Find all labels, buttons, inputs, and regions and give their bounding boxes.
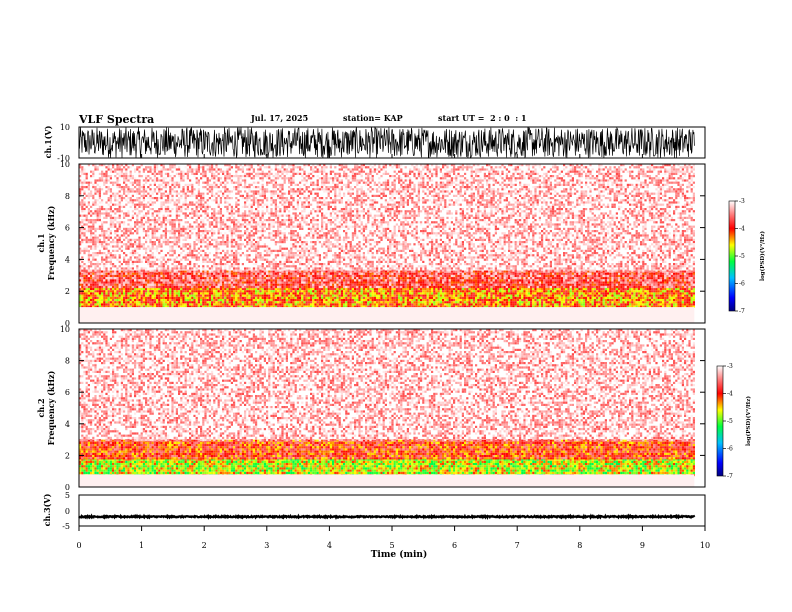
colorbar-ch2-tick-4: -4 (727, 391, 733, 398)
colorbar-ch1 (729, 201, 735, 311)
time-tick-0: 0 (76, 541, 81, 550)
colorbar-ch1-tick-3: -3 (739, 198, 745, 205)
time-tick-9: 9 (640, 541, 645, 550)
colorbar-ch1-tick-7: -7 (739, 308, 745, 315)
time-tick-4: 4 (327, 541, 332, 550)
time-tick-5: 5 (389, 541, 394, 550)
time-tick-8: 8 (577, 541, 582, 550)
colorbar-ch2-tick-3: -3 (727, 363, 733, 370)
ch2-freq-ytick-2: 2 (65, 451, 70, 460)
ch1-spectrogram-ylabel: Frequency (kHz) (46, 205, 56, 280)
ch2-spectrogram-channel-label: ch.2 (36, 398, 46, 417)
ch1-spectrogram-channel-label: ch.1 (36, 233, 46, 252)
ch1-waveform-trace (79, 127, 694, 158)
colorbar-ch2-label: log(PSD)(V²/Hz) (745, 396, 752, 446)
time-tick-7: 7 (515, 541, 520, 550)
ch2-freq-ytick-10: 10 (60, 325, 70, 334)
waveform-ch1-panel: 10 -10 ch.1(V) (43, 123, 705, 163)
ch2-spectrogram-ylabel: Frequency (kHz) (46, 370, 56, 445)
ch1-freq-ytick-4: 4 (65, 255, 70, 264)
time-tick-10: 10 (700, 541, 710, 550)
colorbar-ch2-tick-6: -6 (727, 446, 733, 453)
ch2-freq-ytick-6: 6 (65, 388, 70, 397)
ch1-spectrogram-image (79, 164, 695, 323)
ch1-freq-ytick-2: 2 (65, 287, 70, 296)
ch3-waveform-trace (79, 516, 694, 517)
ch2-spectrogram-image (79, 329, 695, 487)
colorbar-ch2-tick-5: -5 (727, 418, 733, 425)
colorbar-ch2-tick-7: -7 (727, 473, 733, 480)
ch1-waveform-ylabel: ch.1(V) (43, 125, 53, 158)
ch3-ytick-bottom: -5 (62, 522, 70, 531)
ch2-freq-ytick-4: 4 (65, 420, 70, 429)
time-tick-6: 6 (452, 541, 457, 550)
ch1-freq-ytick-8: 8 (65, 192, 70, 201)
time-tick-2: 2 (202, 541, 207, 550)
time-tick-3: 3 (264, 541, 269, 550)
colorbar-ch1-tick-6: -6 (739, 281, 745, 288)
ch1-freq-ytick-10: 10 (60, 160, 70, 169)
ch1-ytick-top: 10 (60, 123, 70, 132)
ch3-ytick-top: 5 (65, 491, 70, 500)
ch3-waveform-ylabel: ch.3(V) (42, 493, 52, 526)
ch2-freq-ytick-8: 8 (65, 357, 70, 366)
colorbar-ch1-tick-5: -5 (739, 253, 745, 260)
colorbar-ch1-label: log(PSD)(V²/Hz) (759, 231, 766, 281)
colorbar-ch1-tick-4: -4 (739, 226, 745, 233)
time-tick-1: 1 (139, 541, 144, 550)
ch1-freq-ytick-6: 6 (65, 224, 70, 233)
colorbar-ch2 (717, 366, 723, 476)
x-axis-title: Time (min) (371, 549, 428, 560)
vlf-spectra-figure: 10 -10 ch.1(V) 0246810 ch.1 Frequency (k… (0, 0, 792, 612)
ch3-ytick-middle: 0 (65, 507, 70, 516)
waveform-ch3-frame (79, 495, 705, 526)
